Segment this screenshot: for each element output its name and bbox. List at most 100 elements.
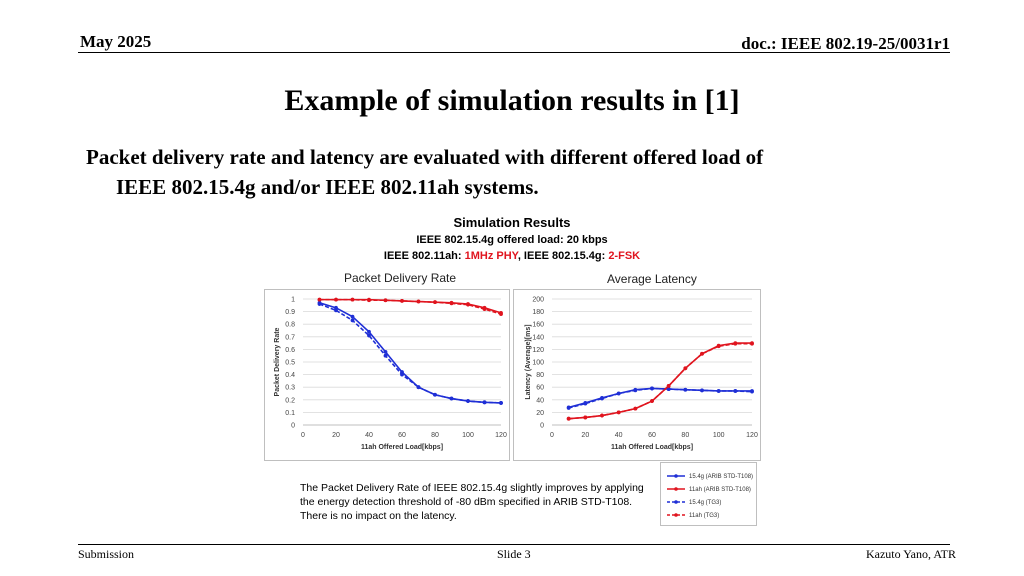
chart-title-pdr: Packet Delivery Rate bbox=[344, 271, 457, 285]
y-tick-label-8: 0.8 bbox=[285, 322, 295, 329]
data-point-2-10 bbox=[482, 400, 487, 405]
data-point-3-10 bbox=[733, 341, 738, 346]
x-tick-label-0: 0 bbox=[301, 432, 305, 439]
data-point-2-3 bbox=[616, 391, 621, 396]
legend-label-3: 11ah (TG3) bbox=[689, 513, 719, 519]
data-point-2-2 bbox=[600, 396, 604, 401]
data-point-3-5 bbox=[400, 298, 404, 303]
series-line-3 bbox=[319, 298, 502, 315]
legend-marker-3 bbox=[674, 513, 678, 517]
data-point-2-6 bbox=[416, 385, 421, 390]
legend-marker-0 bbox=[674, 474, 678, 478]
y-tick-label-0: 0 bbox=[540, 423, 544, 430]
y-tick-label-6: 0.6 bbox=[285, 347, 295, 354]
data-point-3-8 bbox=[700, 351, 704, 356]
sim-title: Simulation Results bbox=[453, 215, 571, 230]
data-point-3-8 bbox=[449, 301, 454, 306]
y-axis-label: Packet Delivery Rate bbox=[274, 327, 281, 396]
sim-mod-label: , IEEE 802.15.4g: bbox=[517, 250, 609, 262]
y-tick-label-10: 1 bbox=[291, 297, 295, 304]
x-tick-label-3: 60 bbox=[398, 432, 406, 439]
data-point-2-7 bbox=[433, 392, 437, 397]
x-axis-label: 11ah Offered Load[kbps] bbox=[611, 444, 693, 451]
data-point-3-6 bbox=[666, 384, 671, 388]
sim-phy-label: IEEE 802.11ah: bbox=[383, 250, 465, 262]
footer-author: Kazuto Yano, ATR bbox=[865, 547, 956, 561]
data-point-3-10 bbox=[482, 307, 487, 311]
bullet-line-2: IEEE 802.15.4g and/or IEEE 802.11ah syst… bbox=[116, 175, 539, 199]
x-tick-label-2: 40 bbox=[365, 432, 373, 439]
footer-slide-number: Slide 3 bbox=[497, 547, 531, 561]
slide-title: Example of simulation results in [1] bbox=[284, 84, 740, 117]
x-tick-label-6: 120 bbox=[746, 432, 758, 439]
y-tick-label-1: 20 bbox=[536, 410, 544, 417]
data-point-2-3 bbox=[367, 333, 371, 338]
header-date: May 2025 bbox=[80, 32, 152, 51]
data-point-3-2 bbox=[600, 413, 604, 418]
y-tick-label-7: 140 bbox=[532, 334, 544, 341]
result-note: The Packet Delivery Rate of IEEE 802.15.… bbox=[300, 481, 660, 523]
y-tick-label-5: 100 bbox=[532, 360, 544, 367]
note-line-1: The Packet Delivery Rate of IEEE 802.15.… bbox=[300, 482, 644, 494]
header-doc-id: doc.: IEEE 802.19-25/0031r1 bbox=[741, 34, 950, 53]
series-line-1 bbox=[568, 342, 752, 420]
data-point-3-0 bbox=[566, 416, 571, 421]
y-tick-label-3: 0.3 bbox=[285, 385, 295, 392]
latency-chart-frame: 0 20 40 60 80 100 120 140 160 180 200 0 20 40 60 80 100 1… bbox=[513, 289, 761, 461]
data-point-2-2 bbox=[350, 318, 355, 323]
data-point-3-7 bbox=[683, 366, 688, 371]
x-tick-label-4: 80 bbox=[681, 432, 689, 439]
data-point-3-3 bbox=[367, 298, 371, 303]
x-tick-label-0: 0 bbox=[550, 432, 554, 439]
y-tick-label-9: 0.9 bbox=[285, 309, 295, 316]
pdr-chart: 0 0.1 0.2 0.3 0.4 0.5 0.6 0.7 0.8 0.9 1 0 20 40 60 80 10… bbox=[274, 297, 507, 452]
data-point-0-2 bbox=[350, 314, 355, 319]
data-point-2-7 bbox=[683, 387, 688, 392]
sim-phy-config: IEEE 802.11ah: 1MHz PHY, IEEE 802.15.4g:… bbox=[0, 250, 1024, 262]
data-point-0-4 bbox=[383, 350, 388, 354]
data-point-2-8 bbox=[700, 388, 704, 393]
y-tick-label-7: 0.7 bbox=[285, 334, 295, 341]
data-point-2-11 bbox=[750, 389, 754, 394]
y-tick-label-2: 0.2 bbox=[285, 397, 295, 404]
data-point-2-10 bbox=[733, 389, 738, 393]
legend-marker-1 bbox=[674, 487, 678, 491]
data-point-2-0 bbox=[317, 302, 322, 306]
data-point-0-3 bbox=[367, 329, 371, 334]
y-tick-label-4: 80 bbox=[536, 372, 544, 379]
y-tick-label-3: 60 bbox=[536, 385, 544, 392]
data-point-2-6 bbox=[666, 387, 671, 391]
data-point-2-1 bbox=[583, 401, 588, 406]
series-line-2 bbox=[568, 387, 753, 409]
x-tick-label-1: 20 bbox=[332, 432, 340, 439]
bullet-line-1: Packet delivery rate and latency are eva… bbox=[86, 145, 764, 169]
data-point-2-11 bbox=[499, 401, 503, 405]
data-point-3-3 bbox=[616, 410, 621, 415]
data-point-3-4 bbox=[383, 298, 388, 303]
data-point-2-4 bbox=[633, 388, 638, 393]
note-line-3: There is no impact on the latency. bbox=[300, 510, 457, 522]
data-point-3-9 bbox=[716, 344, 721, 349]
sim-phy-value: 1MHz PHY bbox=[464, 250, 518, 262]
legend-label-0: 15.4g (ARIB STD-T108) bbox=[689, 474, 753, 480]
x-tick-label-4: 80 bbox=[431, 432, 439, 439]
data-point-2-5 bbox=[650, 386, 654, 391]
y-tick-label-0: 0 bbox=[291, 423, 295, 430]
x-tick-label-5: 100 bbox=[462, 432, 474, 439]
y-tick-label-1: 0.1 bbox=[285, 410, 295, 417]
chart-legend: 15.4g (ARIB STD-T108) 11ah (ARIB STD-T108… bbox=[660, 462, 757, 526]
data-point-2-9 bbox=[716, 389, 721, 393]
y-tick-label-8: 160 bbox=[532, 322, 544, 329]
y-tick-label-9: 180 bbox=[532, 309, 544, 316]
data-point-2-1 bbox=[334, 308, 338, 313]
header-rule bbox=[78, 52, 950, 53]
x-tick-label-5: 100 bbox=[713, 432, 725, 439]
chart-title-latency: Average Latency bbox=[607, 272, 697, 286]
data-point-3-11 bbox=[499, 312, 503, 317]
legend-svg: 15.4g (ARIB STD-T108) 11ah (ARIB STD-T108… bbox=[667, 474, 753, 519]
data-point-2-4 bbox=[383, 353, 388, 358]
series-line-3 bbox=[568, 342, 752, 420]
legend-label-1: 11ah (ARIB STD-T108) bbox=[689, 487, 751, 493]
data-point-3-2 bbox=[350, 297, 355, 302]
bullet-text: Packet delivery rate and latency are eva… bbox=[86, 142, 946, 202]
